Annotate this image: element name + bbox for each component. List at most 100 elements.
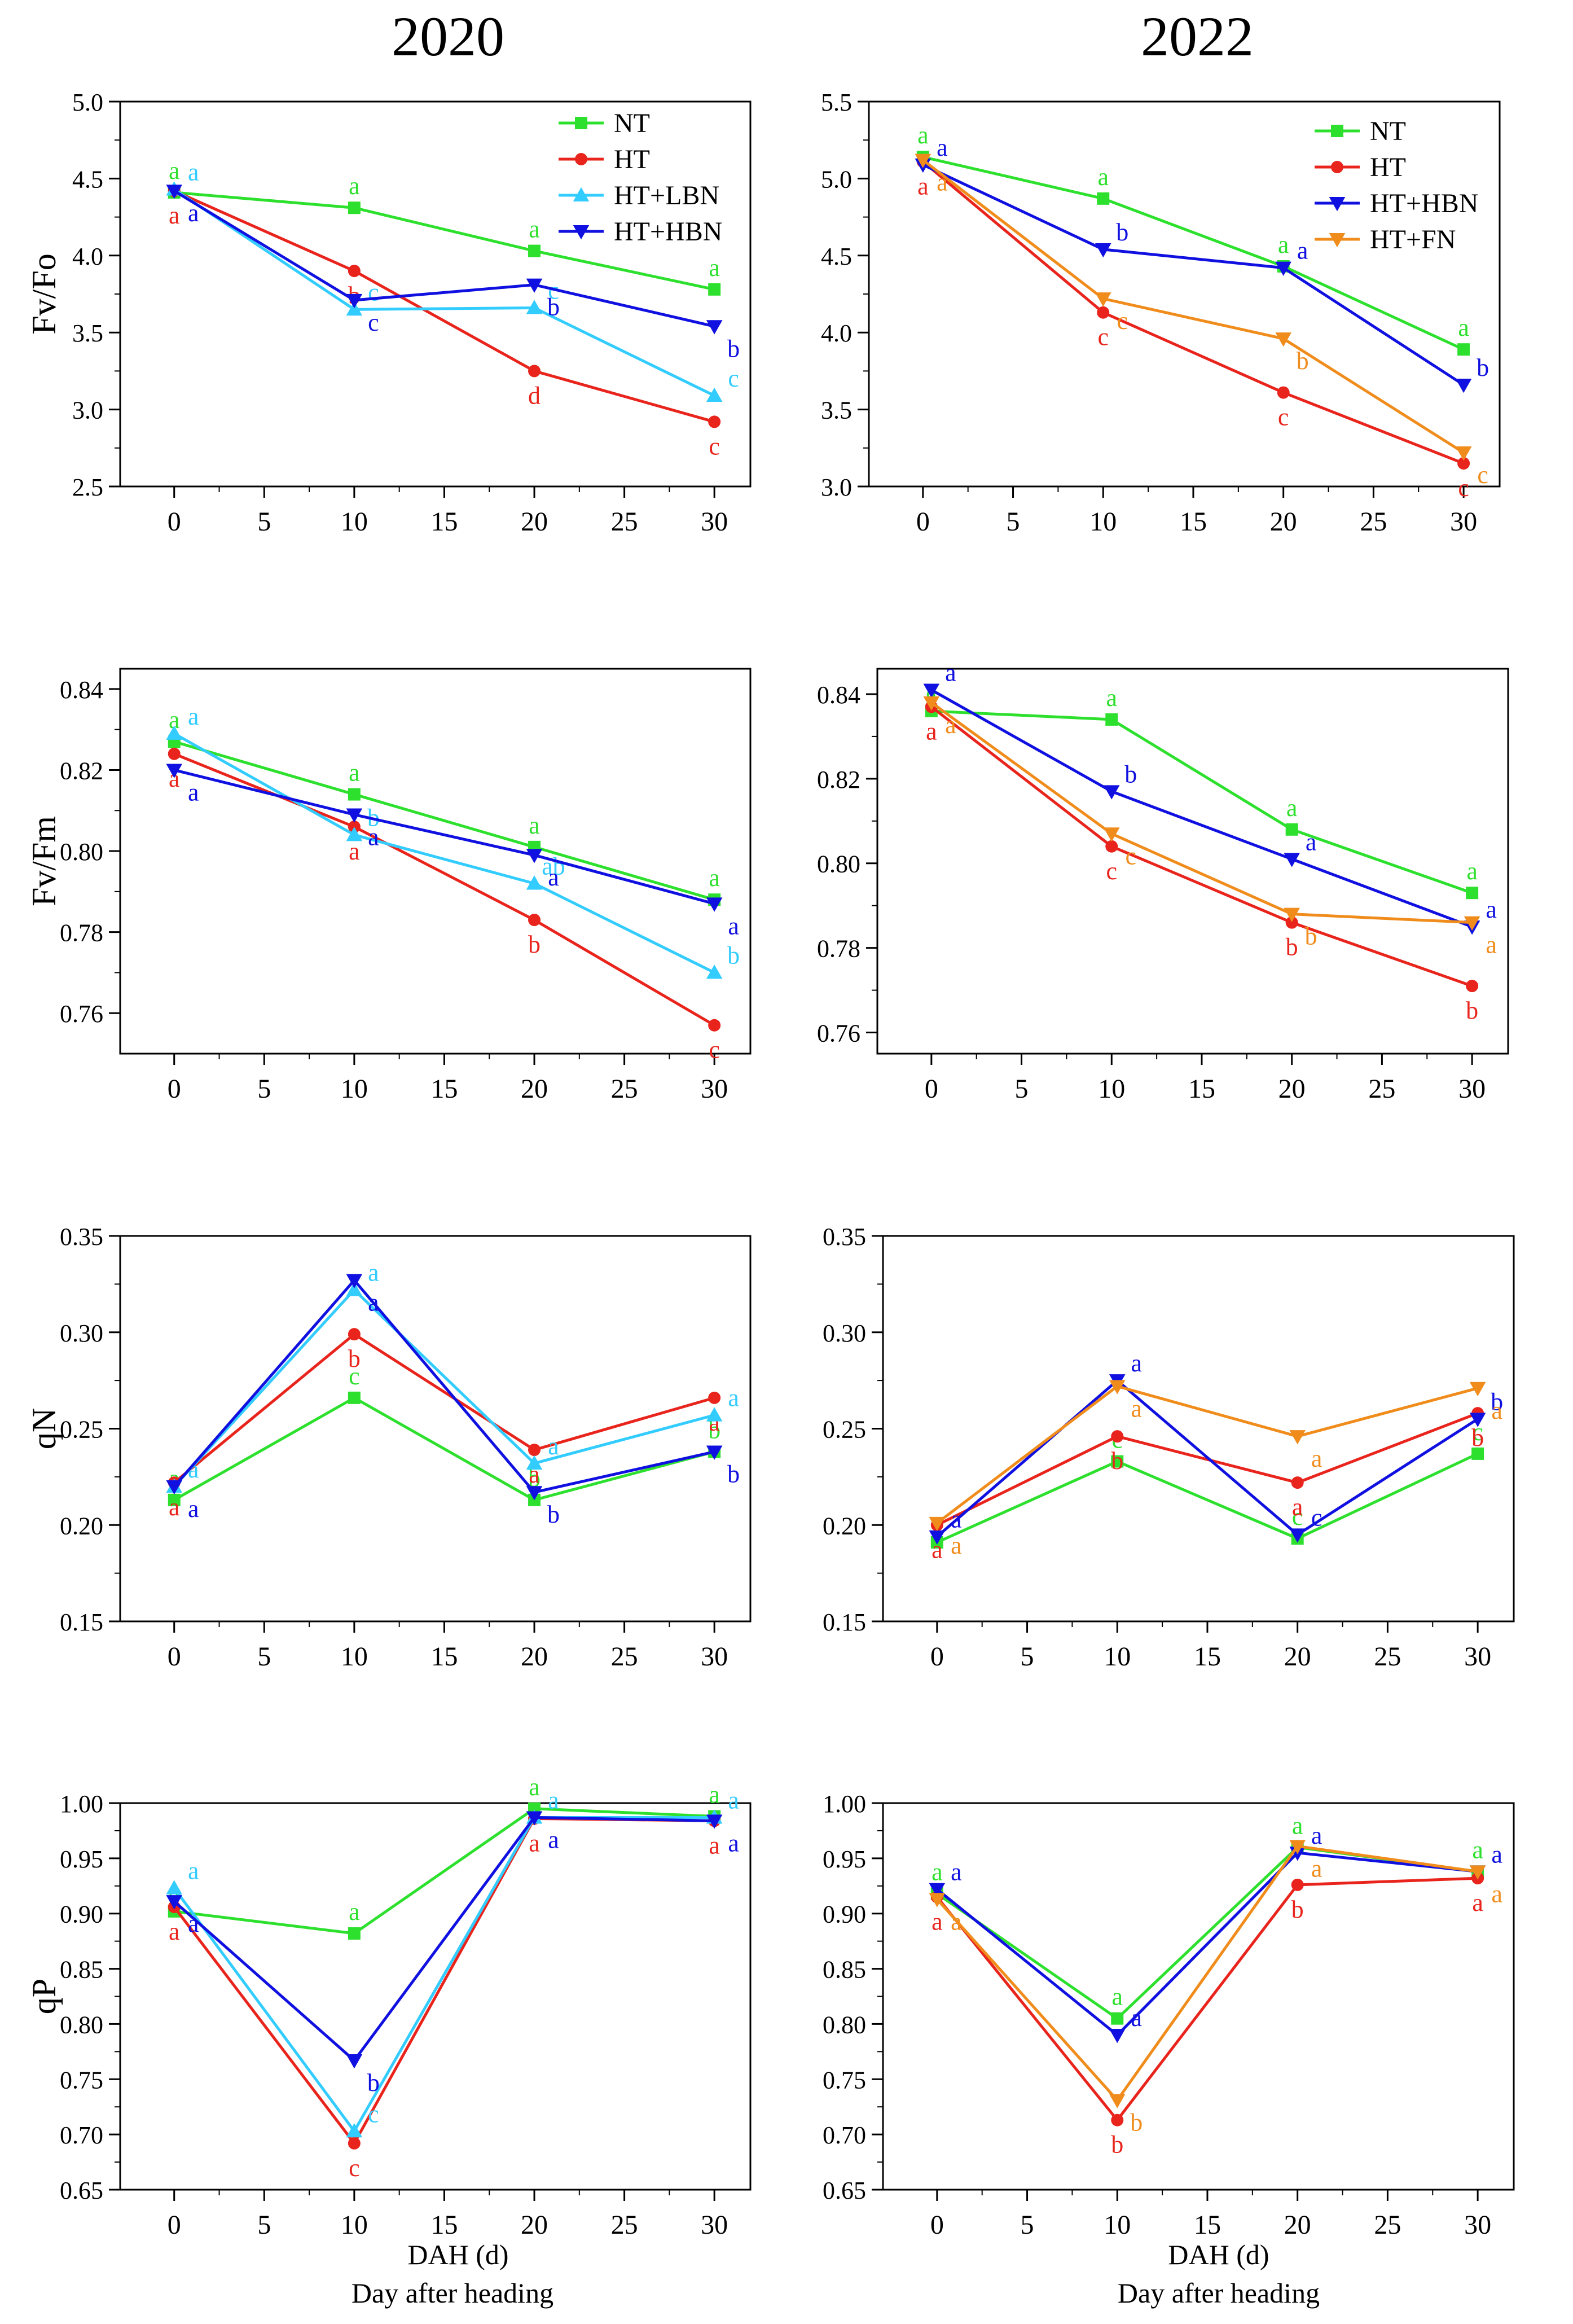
series-line-ht-fn — [935, 1844, 1478, 2103]
series-line-nt — [174, 740, 715, 901]
series-line-nt — [936, 1845, 1478, 2020]
data-point-ht-hbn — [706, 1814, 723, 1829]
significance-letter: a — [1491, 1397, 1502, 1424]
significance-letter: a — [728, 1384, 739, 1412]
x-tick-label: 30 — [1458, 1074, 1486, 1104]
data-point-ht-fn — [1109, 1380, 1126, 1395]
y-tick-label: 0.85 — [60, 1956, 103, 1984]
data-point-ht-fn — [923, 696, 940, 711]
significance-letter: a — [169, 1918, 180, 1945]
significance-letter: a — [188, 703, 199, 730]
significance-letter: c — [368, 309, 379, 336]
significance-letter: c — [1278, 404, 1289, 431]
significance-letter: c — [349, 1362, 360, 1390]
legend-item-nt: NT — [559, 108, 650, 138]
data-point-ht-lbn — [706, 964, 723, 979]
significance-letter: a — [1491, 1880, 1502, 1908]
data-point-ht-hbn — [526, 1811, 543, 1826]
y-tick-label: 0.30 — [823, 1319, 866, 1347]
significance-letter: c — [349, 2154, 360, 2182]
chart-panel-fvfm-2020: 0 5 10 15 20 25 300.760.780.800.820.84Fv/Fmaaa… — [25, 668, 752, 1104]
significance-letter: a — [169, 706, 180, 734]
x-tick-label: 20 — [521, 1642, 548, 1672]
data-point-ht-fn — [1469, 1865, 1486, 1880]
x-tick-label: 5 — [1007, 507, 1020, 537]
x-tick-label: 10 — [341, 1074, 368, 1104]
data-point-nt — [1111, 1455, 1124, 1468]
significance-letter: b — [528, 931, 541, 958]
significance-letter: a — [1472, 1889, 1483, 1917]
data-point-ht — [708, 415, 721, 428]
series-line-ht-hbn — [174, 769, 715, 905]
x-tick-label: 10 — [341, 1642, 368, 1672]
y-axis-label: qP — [25, 1979, 63, 2014]
data-point-ht — [528, 1444, 541, 1457]
x-tick-label: 15 — [430, 2210, 458, 2240]
y-tick-label: 0.80 — [60, 838, 103, 866]
data-point-ht-hbn — [346, 808, 363, 823]
significance-letter: a — [349, 1898, 360, 1926]
chart-panel-fvfo-2022: 0 5 10 15 20 25 303.03.54.04.55.05.5aaaaacccab… — [821, 89, 1501, 537]
series-line-ht — [173, 752, 715, 1027]
data-point-ht-hbn — [166, 185, 183, 199]
data-point-ht-hbn — [1284, 853, 1300, 867]
x-tick-label: 5 — [257, 1074, 271, 1104]
significance-letter: a — [1458, 314, 1469, 341]
data-point-nt — [1105, 713, 1118, 726]
y-tick-label: 0.85 — [823, 1956, 866, 1984]
legend-label: NT — [1370, 116, 1406, 146]
series-line-ht-hbn — [930, 689, 1473, 928]
x-tick-label: 0 — [930, 1642, 944, 1672]
series-line-ht-hbn — [936, 1851, 1478, 2037]
legend-marker — [1331, 125, 1343, 137]
data-point-ht — [528, 914, 541, 927]
chart-panel-fvfm-2022: 0510152025300.760.780.800.820.84aaaaacbb… — [817, 659, 1509, 1104]
data-point-ht-hbn — [346, 1274, 363, 1288]
significance-letter: b — [1305, 923, 1317, 950]
significance-letter: a — [1131, 1395, 1142, 1422]
x-tick-label: 30 — [701, 1074, 728, 1104]
data-point-ht-lbn — [526, 1455, 543, 1470]
significance-letter: a — [1311, 1822, 1322, 1849]
significance-letter: a — [548, 1432, 559, 1460]
significance-letter: a — [1292, 1812, 1303, 1839]
data-point-ht-lbn — [166, 1880, 183, 1895]
data-point-ht — [348, 265, 361, 278]
significance-letter: b — [547, 1501, 560, 1528]
significance-letter: b — [727, 1460, 740, 1488]
data-point-ht-hbn — [1289, 1528, 1306, 1543]
y-tick-label: 3.0 — [821, 473, 852, 501]
x-tick-label: 5 — [257, 2210, 271, 2240]
significance-letter: a — [1306, 828, 1317, 856]
significance-letter: a — [188, 1910, 199, 1937]
significance-letter: d — [528, 382, 541, 409]
y-tick-label: 3.5 — [72, 319, 103, 347]
significance-letter: a — [945, 659, 956, 686]
significance-letter: b — [1124, 760, 1137, 788]
x-tick-label: 0 — [930, 2210, 944, 2240]
x-tick-label: 25 — [1360, 507, 1387, 537]
data-point-nt — [1111, 2012, 1124, 2025]
x-tick-label: 5 — [1015, 1074, 1029, 1104]
series-nt: a c b b — [168, 1362, 721, 1506]
data-point-ht-hbn — [346, 2054, 363, 2069]
y-tick-label: 3.0 — [72, 397, 103, 424]
series-ht-lbn: aca a — [166, 1786, 739, 2138]
significance-letter: c — [709, 1036, 720, 1064]
y-tick-label: 0.75 — [823, 2066, 866, 2094]
legend-marker — [573, 187, 590, 201]
legend-item-ht: HT — [559, 144, 650, 174]
series-line-ht-hbn — [173, 1278, 715, 1494]
significance-letter: a — [1311, 1445, 1322, 1472]
data-point-ht-fn — [1469, 1382, 1486, 1397]
series-line-ht — [173, 1332, 715, 1484]
series-line-ht-lbn — [173, 188, 715, 397]
x-tick-label: 0 — [168, 1642, 181, 1672]
y-axis-label: Fv/Fm — [25, 816, 63, 906]
data-point-nt — [708, 283, 721, 296]
x-tick-label: 10 — [341, 2210, 368, 2240]
significance-letter: c — [1477, 461, 1488, 489]
